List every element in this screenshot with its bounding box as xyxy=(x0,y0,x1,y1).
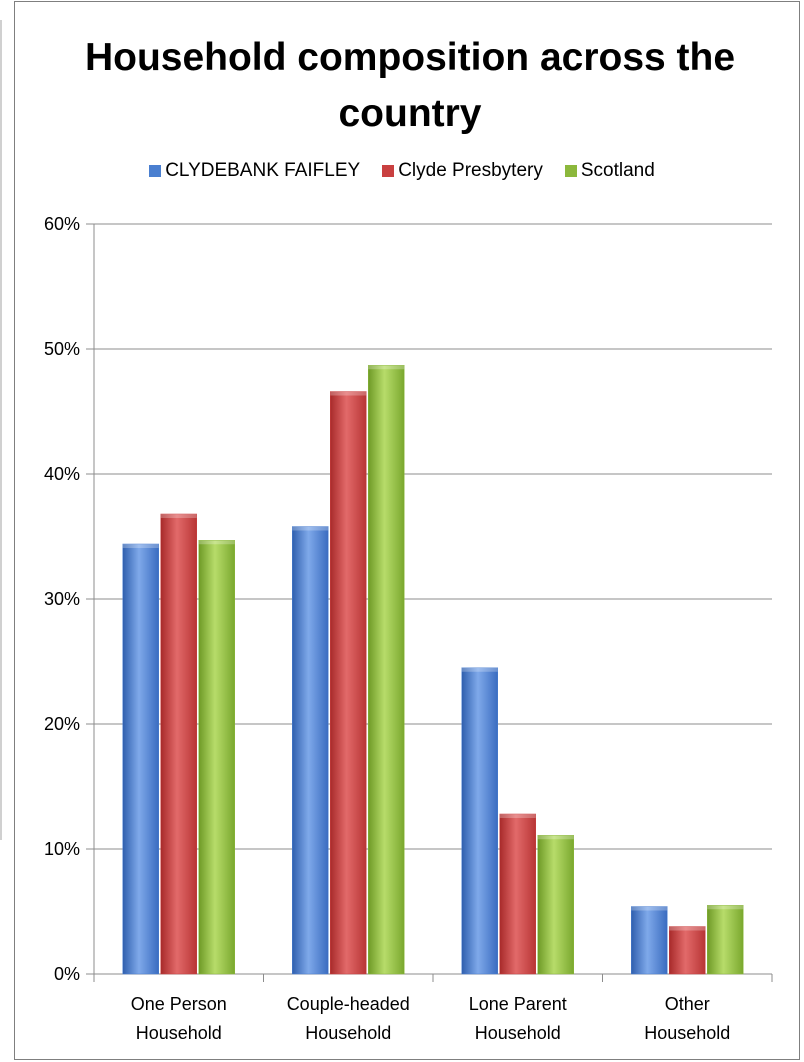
x-tick-label: One Person xyxy=(131,994,227,1014)
legend-label-clyde-presbytery: Clyde Presbytery xyxy=(398,160,543,181)
bar-top-highlight xyxy=(368,365,405,370)
bar-top-highlight xyxy=(631,906,668,911)
y-tick-label: 10% xyxy=(44,839,80,859)
y-tick-label: 60% xyxy=(44,214,80,234)
bar xyxy=(198,540,235,975)
left-edge-line xyxy=(0,20,2,840)
x-tick-label: Household xyxy=(475,1023,561,1043)
legend-swatch-clyde-presbytery xyxy=(382,165,395,177)
bar-top-highlight xyxy=(160,514,197,518)
bar xyxy=(707,905,744,975)
x-tick-label: Other xyxy=(665,994,710,1014)
bar xyxy=(669,926,706,975)
legend-item-scotland: Scotland xyxy=(564,160,655,182)
y-tick-label: 20% xyxy=(44,714,80,734)
legend-swatch-clydebank-faifley xyxy=(149,165,162,177)
x-tick-label: Couple-headed xyxy=(287,994,410,1014)
y-tick-label: 30% xyxy=(44,589,80,609)
x-tick-label: Household xyxy=(644,1023,730,1043)
bar xyxy=(330,391,367,975)
legend-item-clydebank-faifley: CLYDEBANK FAIFLEY xyxy=(149,160,360,182)
legend-label-clydebank-faifley: CLYDEBANK FAIFLEY xyxy=(165,160,361,181)
bar-top-highlight xyxy=(122,544,159,548)
bar-top-highlight xyxy=(537,835,574,840)
x-tick-label: Household xyxy=(305,1023,391,1043)
bar xyxy=(368,365,405,975)
x-tick-label: Household xyxy=(136,1023,222,1043)
legend-item-clyde-presbytery: Clyde Presbytery xyxy=(382,160,543,182)
y-tick-label: 40% xyxy=(44,464,80,484)
bar-top-highlight xyxy=(330,391,367,396)
bar xyxy=(292,526,329,975)
chart-title: Household composition across the country xyxy=(84,36,736,135)
bar xyxy=(122,543,159,975)
bar-top-highlight xyxy=(461,667,498,672)
y-tick-label: 50% xyxy=(44,339,80,359)
legend-swatch-scotland xyxy=(564,165,577,177)
bar xyxy=(160,513,197,975)
bar-top-highlight xyxy=(499,814,536,818)
bar-top-highlight xyxy=(707,905,744,910)
bar-top-highlight xyxy=(292,526,329,531)
legend: CLYDEBANK FAIFLEY Clyde Presbytery Scotl… xyxy=(0,160,804,182)
bar xyxy=(461,667,498,975)
bar-top-highlight xyxy=(669,926,706,931)
bar-top-highlight xyxy=(198,540,235,545)
bar xyxy=(499,813,536,975)
bar xyxy=(537,835,574,975)
legend-label-scotland: Scotland xyxy=(580,160,655,181)
bar xyxy=(631,906,668,975)
y-tick-label: 0% xyxy=(54,964,80,984)
x-tick-label: Lone Parent xyxy=(469,994,567,1014)
